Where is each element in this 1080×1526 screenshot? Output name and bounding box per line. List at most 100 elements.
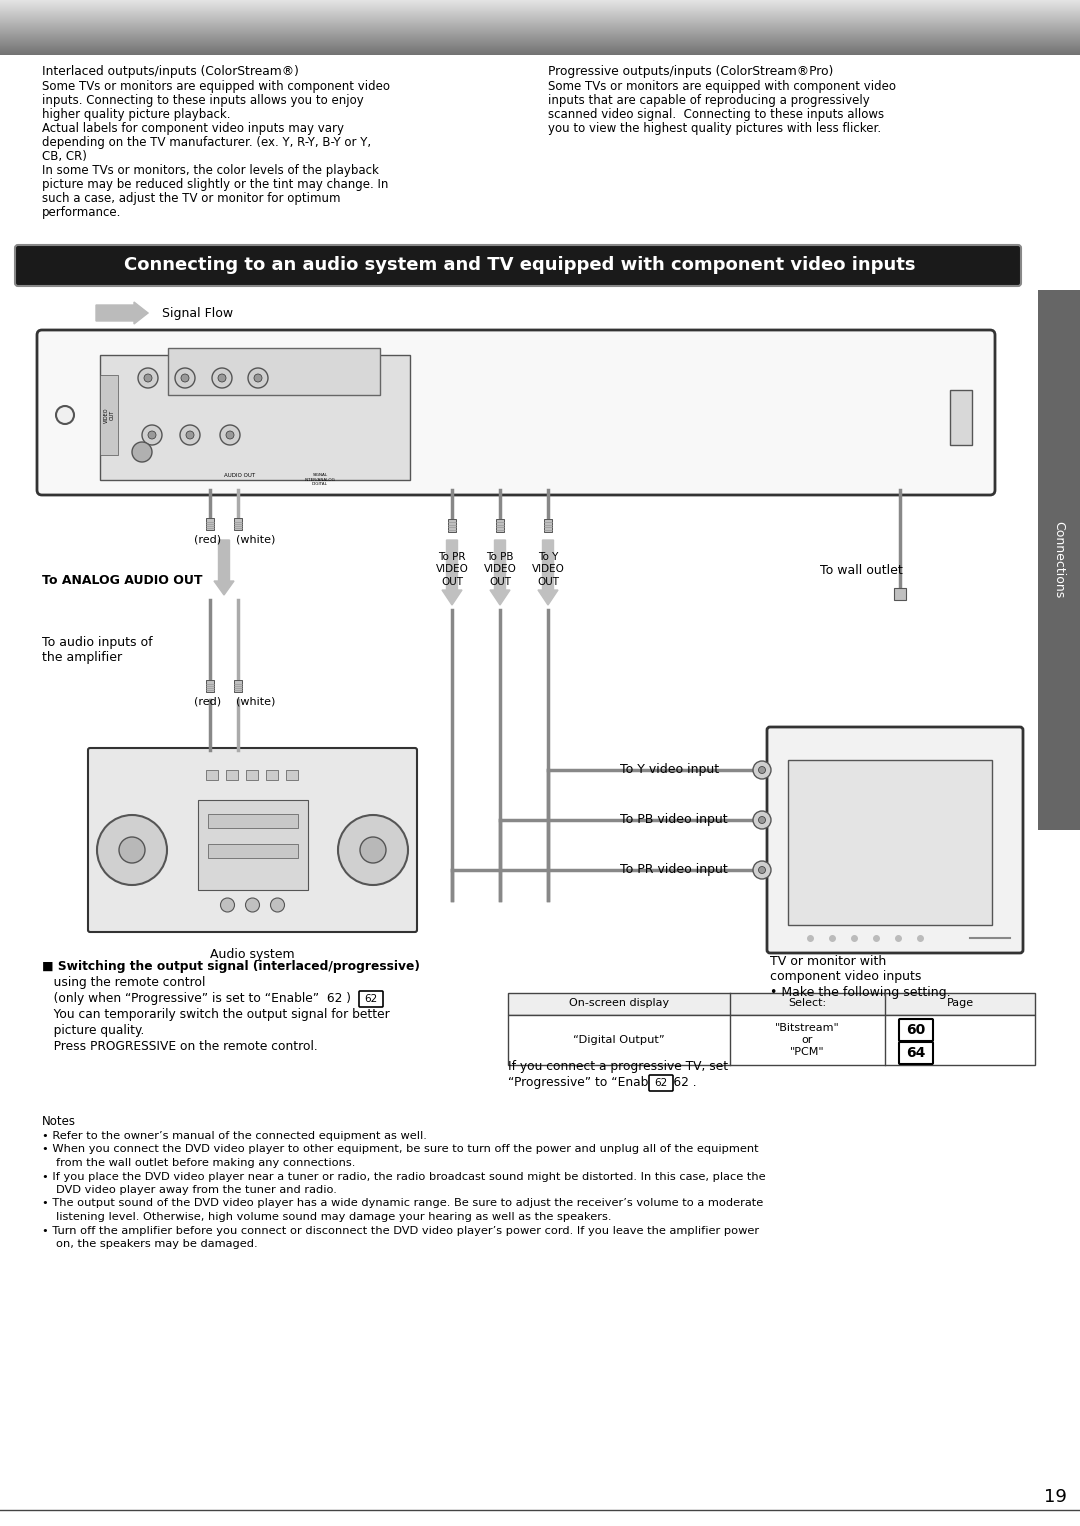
Bar xyxy=(226,771,238,780)
Bar xyxy=(100,356,410,481)
Bar xyxy=(206,681,214,691)
Text: ■ Switching the output signal (interlaced/progressive): ■ Switching the output signal (interlace… xyxy=(42,960,420,974)
Text: To Y video input: To Y video input xyxy=(620,763,719,777)
Circle shape xyxy=(144,374,152,382)
Circle shape xyxy=(245,897,259,913)
Text: using the remote control: using the remote control xyxy=(42,977,205,989)
Circle shape xyxy=(758,816,766,824)
Text: You can temporarily switch the output signal for better: You can temporarily switch the output si… xyxy=(42,1009,390,1021)
Text: To audio inputs of
the amplifier: To audio inputs of the amplifier xyxy=(42,636,152,664)
Text: picture may be reduced slightly or the tint may change. In: picture may be reduced slightly or the t… xyxy=(42,179,389,191)
Text: Connecting to an audio system and TV equipped with component video inputs: Connecting to an audio system and TV equ… xyxy=(124,256,916,275)
FancyBboxPatch shape xyxy=(767,726,1023,954)
Text: To PB
VIDEO
OUT: To PB VIDEO OUT xyxy=(484,552,516,588)
Circle shape xyxy=(181,374,189,382)
Text: To ANALOG AUDIO OUT: To ANALOG AUDIO OUT xyxy=(42,574,203,586)
Text: (white): (white) xyxy=(237,536,275,545)
FancyArrow shape xyxy=(96,302,148,324)
Text: you to view the highest quality pictures with less flicker.: you to view the highest quality pictures… xyxy=(548,122,881,134)
Bar xyxy=(100,375,118,455)
Text: To PR
VIDEO
OUT: To PR VIDEO OUT xyxy=(435,552,469,588)
Circle shape xyxy=(132,443,152,462)
FancyBboxPatch shape xyxy=(87,748,417,932)
Text: To wall outlet: To wall outlet xyxy=(820,563,903,577)
Circle shape xyxy=(753,810,771,829)
FancyBboxPatch shape xyxy=(899,1042,933,1064)
FancyArrow shape xyxy=(442,540,462,604)
Text: (only when “Progressive” is set to “Enable”  62 ): (only when “Progressive” is set to “Enab… xyxy=(42,992,351,1006)
Circle shape xyxy=(148,430,156,439)
Circle shape xyxy=(758,867,766,873)
Text: TV or monitor with: TV or monitor with xyxy=(770,955,887,967)
Text: To Y
VIDEO
OUT: To Y VIDEO OUT xyxy=(531,552,565,588)
Text: 60: 60 xyxy=(906,1022,926,1038)
Bar xyxy=(266,771,278,780)
Bar xyxy=(234,681,242,691)
Text: (red): (red) xyxy=(194,536,221,545)
Text: Actual labels for component video inputs may vary: Actual labels for component video inputs… xyxy=(42,122,345,134)
Bar xyxy=(508,1015,1035,1065)
Text: If you connect a progressive TV, set: If you connect a progressive TV, set xyxy=(508,1061,728,1073)
Bar xyxy=(206,771,218,780)
Text: performance.: performance. xyxy=(42,206,121,220)
Text: DVD video player away from the tuner and radio.: DVD video player away from the tuner and… xyxy=(56,1186,337,1195)
Text: listening level. Otherwise, high volume sound may damage your hearing as well as: listening level. Otherwise, high volume … xyxy=(56,1212,611,1222)
Text: To PB video input: To PB video input xyxy=(620,813,728,827)
FancyBboxPatch shape xyxy=(15,246,1021,285)
FancyArrow shape xyxy=(490,540,510,604)
Text: Some TVs or monitors are equipped with component video: Some TVs or monitors are equipped with c… xyxy=(42,79,390,93)
Text: • If you place the DVD video player near a tuner or radio, the radio broadcast s: • If you place the DVD video player near… xyxy=(42,1172,766,1181)
Text: • Refer to the owner’s manual of the connected equipment as well.: • Refer to the owner’s manual of the con… xyxy=(42,1131,427,1141)
Text: 62: 62 xyxy=(364,993,378,1004)
Text: picture quality.: picture quality. xyxy=(42,1024,145,1038)
Text: To PR video input: To PR video input xyxy=(620,864,728,876)
Circle shape xyxy=(141,426,162,446)
Text: Connections: Connections xyxy=(1053,522,1066,598)
Bar xyxy=(1038,290,1080,830)
FancyArrow shape xyxy=(214,540,234,595)
FancyBboxPatch shape xyxy=(899,1019,933,1041)
Text: Progressive outputs/inputs (ColorStream®Pro): Progressive outputs/inputs (ColorStream®… xyxy=(548,66,834,78)
Circle shape xyxy=(270,897,284,913)
Bar xyxy=(544,519,552,533)
Text: higher quality picture playback.: higher quality picture playback. xyxy=(42,108,230,121)
Text: 62: 62 xyxy=(654,1077,667,1088)
Circle shape xyxy=(254,374,262,382)
Bar xyxy=(234,517,242,530)
Text: component video inputs: component video inputs xyxy=(770,971,921,983)
Bar xyxy=(207,844,297,858)
Text: • The output sound of the DVD video player has a wide dynamic range. Be sure to : • The output sound of the DVD video play… xyxy=(42,1198,764,1209)
Circle shape xyxy=(758,766,766,774)
Text: (white): (white) xyxy=(237,696,275,707)
Circle shape xyxy=(338,815,408,885)
Text: Interlaced outputs/inputs (ColorStream®): Interlaced outputs/inputs (ColorStream®) xyxy=(42,66,299,78)
Circle shape xyxy=(360,836,386,864)
Text: scanned video signal.  Connecting to these inputs allows: scanned video signal. Connecting to thes… xyxy=(548,108,885,121)
FancyBboxPatch shape xyxy=(359,990,383,1007)
Circle shape xyxy=(180,426,200,446)
Bar xyxy=(206,517,214,530)
Text: from the wall outlet before making any connections.: from the wall outlet before making any c… xyxy=(56,1158,355,1167)
Bar xyxy=(448,519,456,533)
FancyBboxPatch shape xyxy=(37,330,995,494)
Circle shape xyxy=(138,368,158,388)
Bar xyxy=(207,813,297,829)
Bar xyxy=(788,760,993,925)
Bar xyxy=(508,993,1035,1015)
Bar xyxy=(894,588,906,600)
Text: Page: Page xyxy=(946,998,973,1009)
Text: • When you connect the DVD video player to other equipment, be sure to turn off : • When you connect the DVD video player … xyxy=(42,1144,758,1155)
Circle shape xyxy=(186,430,194,439)
Bar xyxy=(198,800,308,890)
Text: inputs that are capable of reproducing a progressively: inputs that are capable of reproducing a… xyxy=(548,95,869,107)
Bar xyxy=(168,348,380,395)
Text: "Bitstream"
or
"PCM": "Bitstream" or "PCM" xyxy=(775,1022,840,1058)
Circle shape xyxy=(248,368,268,388)
FancyBboxPatch shape xyxy=(649,1074,673,1091)
Circle shape xyxy=(56,406,75,424)
Circle shape xyxy=(753,861,771,879)
Circle shape xyxy=(226,430,234,439)
Text: SIGNAL
INTER/ANALOG
DIGITAL: SIGNAL INTER/ANALOG DIGITAL xyxy=(305,473,336,487)
Text: such a case, adjust the TV or monitor for optimum: such a case, adjust the TV or monitor fo… xyxy=(42,192,340,204)
Text: Some TVs or monitors are equipped with component video: Some TVs or monitors are equipped with c… xyxy=(548,79,896,93)
